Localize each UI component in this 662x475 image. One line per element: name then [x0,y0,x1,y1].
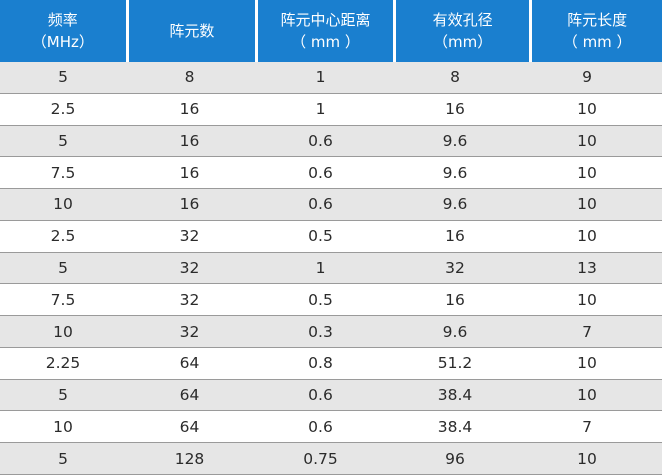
cell-frequency: 2.5 [50,100,76,119]
table-row: 7.5 16 0.6 9.6 10 [0,157,662,190]
cell-frequency: 7.5 [50,290,76,309]
header-cell-frequency: 频率 （MHz） [0,0,126,62]
cell-element-pitch: 0.6 [308,417,333,436]
cell-element-count: 16 [179,163,200,182]
cell-aperture: 9.6 [442,163,468,182]
cell-element-length: 10 [577,227,597,246]
table-row: 5 16 0.6 9.6 10 [0,125,662,158]
table-row: 5 32 1 32 13 [0,252,662,285]
cell-aperture: 8 [450,68,460,87]
cell-element-length: 10 [577,449,597,468]
table-row: 10 16 0.6 9.6 10 [0,189,662,221]
cell-aperture: 96 [445,449,465,468]
cell-element-count: 8 [184,68,195,87]
cell-element-count: 32 [179,258,200,277]
cell-element-count: 32 [179,227,200,246]
cell-element-pitch: 0.75 [303,449,338,468]
cell-frequency: 5 [58,386,68,405]
table-row: 2.5 16 1 16 10 [0,93,662,126]
cell-frequency: 10 [53,322,73,341]
table-row: 2.5 32 0.5 16 10 [0,220,662,253]
header-label: 阵元中心距离 [280,11,371,29]
header-label: 频率 [47,11,78,29]
cell-element-pitch: 1 [315,258,326,277]
header-unit: （MHz） [31,33,94,51]
table-header: 频率 （MHz） 阵元数 阵元中心距离 （ mm ） 有效孔径 （mm） 阵元长… [0,0,662,62]
header-label: 阵元长度 [567,11,628,29]
cell-element-length: 10 [577,290,597,309]
cell-element-length: 10 [577,386,597,405]
cell-aperture: 9.6 [442,195,468,214]
cell-aperture: 32 [445,258,465,277]
cell-frequency: 5 [58,131,68,150]
cell-frequency: 2.5 [50,227,76,246]
table-row: 7.5 32 0.5 16 10 [0,284,662,317]
cell-element-length: 7 [582,322,592,341]
cell-element-count: 128 [174,449,205,468]
cell-frequency: 10 [53,417,73,436]
cell-aperture: 38.4 [437,417,473,436]
cell-element-pitch: 0.6 [308,195,333,214]
cell-element-count: 16 [179,131,200,150]
cell-element-pitch: 0.6 [308,131,333,150]
header-unit: （ mm ） [291,33,360,51]
cell-element-count: 64 [179,386,200,405]
cell-element-length: 13 [577,258,597,277]
cell-element-count: 16 [179,195,200,214]
cell-element-length: 10 [577,195,597,214]
header-unit: （mm） [432,33,493,51]
cell-element-length: 9 [582,68,592,87]
header-cell-element-count: 阵元数 [128,0,256,62]
header-label: 有效孔径 [432,11,493,29]
table-row: 5 64 0.6 38.4 10 [0,379,662,412]
cell-element-length: 7 [582,417,592,436]
cell-element-length: 10 [577,354,597,373]
cell-aperture: 16 [445,290,465,309]
table-row: 2.25 64 0.8 51.2 10 [0,347,662,380]
cell-element-count: 32 [179,322,200,341]
cell-element-length: 10 [577,163,597,182]
cell-aperture: 38.4 [437,386,473,405]
header-label: 阵元数 [169,22,215,40]
cell-element-count: 32 [179,290,200,309]
table-row: 10 64 0.6 38.4 7 [0,411,662,444]
cell-element-count: 64 [179,354,200,373]
cell-frequency: 5 [58,449,68,468]
cell-element-count: 16 [179,100,200,119]
cell-frequency: 7.5 [50,163,76,182]
cell-aperture: 9.6 [442,322,468,341]
table-body: 5 8 1 8 9 2.5 16 1 16 10 5 16 0.6 9.6 10 7.5 16 0.6 9.6 10 1… [0,62,662,475]
table-row: 5 8 1 8 9 [0,62,662,94]
cell-frequency: 5 [58,258,68,277]
cell-aperture: 51.2 [437,354,473,373]
cell-element-pitch: 0.8 [308,354,333,373]
cell-element-length: 10 [577,100,597,119]
cell-element-count: 64 [179,417,200,436]
header-unit: （ mm ） [562,33,632,51]
cell-element-pitch: 1 [315,68,326,87]
header-cell-element-length: 阵元长度 （ mm ） [532,0,662,62]
table-row: 10 32 0.3 9.6 7 [0,316,662,348]
cell-element-pitch: 0.5 [308,227,333,246]
cell-element-pitch: 0.3 [308,322,333,341]
cell-aperture: 16 [445,100,465,119]
table-row: 5 128 0.75 96 10 [0,443,662,475]
cell-element-length: 10 [577,131,597,150]
cell-element-pitch: 0.6 [308,386,333,405]
header-cell-aperture: 有效孔径 （mm） [395,0,530,62]
cell-frequency: 2.25 [45,354,81,373]
header-cell-element-pitch: 阵元中心距离 （ mm ） [258,0,393,62]
cell-aperture: 9.6 [442,131,468,150]
cell-aperture: 16 [445,227,465,246]
cell-frequency: 5 [58,68,68,87]
cell-element-pitch: 0.5 [308,290,333,309]
cell-frequency: 10 [53,195,73,214]
cell-element-pitch: 1 [315,100,326,119]
cell-element-pitch: 0.6 [308,163,333,182]
